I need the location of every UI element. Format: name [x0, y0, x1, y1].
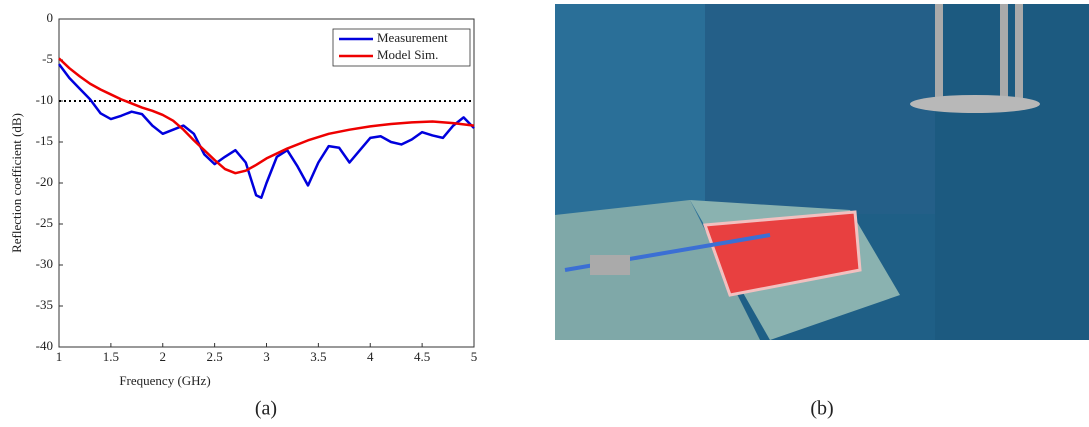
y-tick-label: -35 — [36, 297, 53, 312]
series-line — [57, 63, 475, 200]
x-tick-label: 4.5 — [414, 349, 430, 364]
x-tick-label: 1.5 — [103, 349, 119, 364]
legend-label: Model Sim. — [377, 47, 438, 62]
y-tick-label: -20 — [36, 174, 53, 189]
series-line — [58, 57, 475, 175]
x-tick-label: 5 — [471, 349, 478, 364]
x-tick-label: 4 — [367, 349, 374, 364]
y-axis-label: Reflection coefficient (dB) — [9, 113, 24, 253]
x-tick-label: 3 — [263, 349, 270, 364]
x-tick-label: 3.5 — [310, 349, 326, 364]
y-tick-label: 0 — [47, 10, 54, 25]
y-tick-label: -30 — [36, 256, 53, 271]
y-tick-label: -40 — [36, 338, 53, 353]
y-tick-label: -15 — [36, 133, 53, 148]
legend-label: Measurement — [377, 30, 448, 45]
panel-label: (b) — [810, 398, 833, 420]
y-tick-label: -25 — [36, 215, 53, 230]
panel-label: (a) — [255, 398, 277, 420]
photo — [555, 4, 1089, 340]
x-tick-label: 2 — [160, 349, 167, 364]
legend-box — [332, 28, 471, 67]
x-axis-label: Frequency (GHz) — [119, 373, 210, 388]
x-tick-label: 2.5 — [207, 349, 223, 364]
y-tick-label: -10 — [36, 92, 53, 107]
y-tick-label: -5 — [42, 51, 53, 66]
x-tick-label: 1 — [56, 349, 63, 364]
